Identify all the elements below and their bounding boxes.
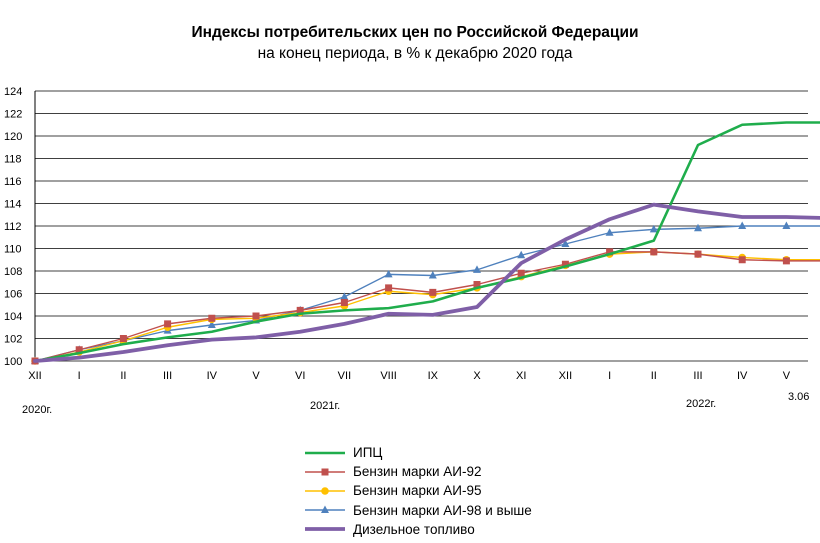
data-point (561, 260, 569, 268)
x-tick-label: VI (295, 370, 305, 382)
x-tick-label: II (651, 370, 657, 382)
year-label: 3.06 (788, 391, 809, 403)
y-tick-label: 118 (4, 154, 22, 166)
legend-label: Бензин марки АИ-92 (353, 464, 482, 480)
legend-marker (321, 505, 329, 514)
legend-swatch (305, 487, 345, 495)
legend-swatch (305, 527, 345, 532)
x-tick-label: I (608, 370, 611, 382)
y-tick-label: 108 (4, 266, 22, 278)
data-point (119, 335, 127, 342)
x-tick-label: XI (516, 370, 526, 382)
series-line (33, 202, 820, 363)
data-point (207, 320, 216, 328)
x-tick-label: III (163, 370, 172, 382)
legend-marker (321, 468, 329, 476)
data-point (164, 320, 172, 328)
x-tick-label: III (693, 370, 702, 382)
x-tick-label: V (783, 370, 791, 382)
legend-swatch (305, 505, 345, 514)
legend-item: ИПЦ (305, 443, 532, 462)
y-tick-label: 100 (4, 356, 22, 368)
data-point (296, 306, 304, 314)
data-point (738, 221, 747, 229)
y-tick-label: 102 (4, 334, 22, 346)
legend-item: Дизельное топливо (305, 520, 532, 539)
legend-swatch (305, 451, 345, 454)
x-tick-label: VII (338, 370, 351, 382)
x-tick-label: I (78, 370, 81, 382)
series-line (34, 251, 820, 362)
legend-item: Бензин марки АИ-92 (305, 462, 532, 481)
data-point (473, 265, 481, 273)
data-point (561, 239, 570, 247)
year-label: 2021г. (310, 400, 340, 412)
legend-label: ИПЦ (353, 445, 383, 461)
y-tick-label: 120 (4, 131, 22, 143)
y-tick-label: 116 (4, 176, 22, 188)
x-tick-label: IV (737, 370, 748, 382)
x-tick-label: II (120, 370, 126, 382)
x-tick-label: V (252, 370, 260, 382)
data-point (473, 281, 481, 288)
x-tick-label: VIII (380, 370, 397, 382)
chart-title: Индексы потребительских цен по Российско… (191, 24, 639, 41)
legend-label: Дизельное топливо (353, 521, 475, 537)
y-tick-label: 112 (4, 221, 22, 233)
data-point (340, 299, 348, 306)
data-point (649, 224, 658, 233)
data-point (340, 292, 349, 300)
series-line (33, 121, 820, 363)
data-point (208, 314, 216, 322)
legend-swatch (305, 468, 345, 476)
legend-label: Бензин марки АИ-98 и выше (353, 502, 532, 518)
y-tick-label: 124 (4, 86, 22, 98)
data-point (694, 223, 702, 232)
legend-item: Бензин марки АИ-98 и выше (305, 501, 532, 520)
data-point (428, 271, 437, 279)
data-point (517, 250, 526, 259)
data-point (517, 269, 525, 277)
data-point (650, 248, 658, 256)
x-tick-label: IX (428, 370, 439, 382)
x-tick-label: X (473, 370, 481, 382)
x-tick-label: IV (207, 370, 218, 382)
series-line (34, 251, 820, 362)
data-point (738, 256, 746, 264)
data-point (782, 257, 790, 265)
data-point (606, 248, 614, 256)
data-point (429, 288, 437, 296)
y-tick-label: 110 (4, 244, 22, 256)
year-label: 2022г. (686, 398, 716, 410)
year-label: 2020г. (22, 404, 52, 416)
chart-legend: ИПЦ Бензин марки АИ-92 Бензин марки АИ-95 Б… (305, 443, 532, 539)
x-tick-label: XII (28, 370, 41, 382)
data-point (694, 250, 702, 258)
y-tick-label: 104 (4, 311, 22, 323)
data-point (782, 221, 791, 229)
legend-item: Бензин марки АИ-95 (305, 481, 532, 500)
y-tick-label: 114 (4, 199, 22, 211)
x-tick-label: XII (559, 370, 572, 382)
y-tick-label: 106 (4, 289, 22, 301)
data-point (385, 284, 393, 292)
chart-subtitle: на конец периода, в % к декабрю 2020 год… (257, 45, 573, 62)
y-tick-label: 122 (4, 109, 22, 121)
data-point (384, 269, 393, 278)
data-point (252, 312, 260, 320)
legend-marker (321, 487, 329, 495)
data-point (75, 346, 83, 354)
legend-label: Бензин марки АИ-95 (353, 483, 482, 499)
data-point (605, 228, 614, 236)
